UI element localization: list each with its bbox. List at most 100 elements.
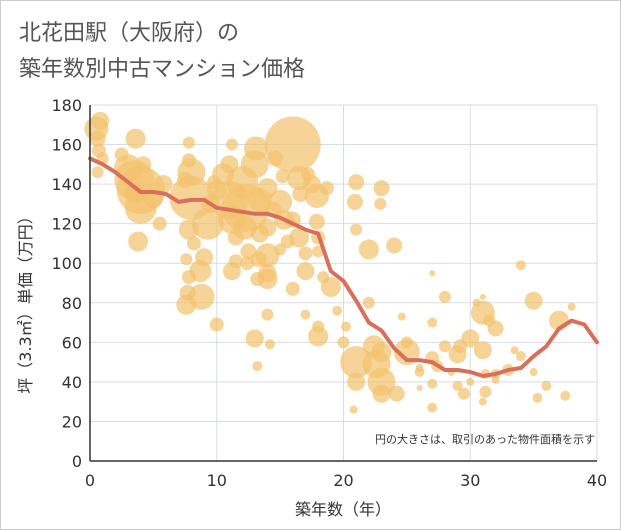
y-tick-label: 20 [62,412,82,431]
bubble-point [258,218,277,237]
bubble-size-note: 円の大きさは、取引のあった物件面積を示す [375,432,595,446]
bubble-point [515,260,526,271]
bubble-point [245,329,264,348]
bubble-point [479,385,492,398]
bubble-point [438,290,451,303]
bubble-point [320,181,335,196]
bubble-point [135,156,152,173]
bubble-point [386,237,403,254]
bubble-point [466,377,475,386]
bubble-point [255,243,280,268]
bubble-point [125,128,146,149]
bubble-point [427,317,438,328]
bubble-point [285,281,300,296]
bubble-point [427,378,438,389]
bubble-point [91,166,104,179]
bubble-point [292,186,309,202]
bubble-point [487,320,504,337]
bubble-point [349,405,358,414]
bubble-point [429,270,436,277]
bubble-point [222,262,241,281]
bubble-point [416,384,423,391]
x-tick-label: 20 [333,471,353,490]
bubble-point [180,253,193,266]
bubble-point [312,320,325,333]
bubble-point [532,392,543,403]
bubble-point [491,375,500,384]
bubble-point [529,368,538,376]
y-tick-label: 160 [51,136,82,155]
bubble-point [308,326,329,347]
bubble-point [300,309,311,320]
bubble-point [257,269,278,290]
bubble-point [515,351,526,362]
bubble-point [320,276,341,297]
bubble-point [195,248,214,267]
bubble-point [191,207,224,240]
bubble-point [274,243,287,256]
bubble-point [473,341,492,360]
bubble-point [560,390,571,401]
bubble-point [337,336,350,349]
bubble-point [567,302,576,311]
bubble-point [209,317,224,332]
bubble-point [188,283,215,310]
x-tick-labels: 0 10 20 30 40 [85,471,607,490]
bubble-point [264,339,275,350]
y-tick-label: 100 [51,254,82,273]
y-tick-label: 40 [62,373,82,392]
bubble-point [415,364,424,373]
bubble-point [261,308,274,321]
bubble-point [332,305,343,316]
x-tick-label: 30 [460,471,480,490]
bubble-point [264,116,321,173]
bubble-point [438,340,451,353]
bubble-point [541,380,552,391]
x-tick-label: 0 [85,471,95,490]
bubble-point [289,227,310,248]
bubble-point [232,215,257,240]
chart-title-line1: 北花田駅（大阪府）の [19,21,240,46]
bubble-point [186,236,201,251]
x-axis-title: 築年数（年） [295,500,391,519]
bubble-point [152,216,167,231]
bubble-point [346,193,363,210]
average-line-layer [88,156,599,378]
bubble-point [373,180,390,197]
bubble-point [374,197,387,210]
bubble-point [427,402,438,413]
y-tick-label: 120 [51,215,82,234]
bubble-point [225,138,238,151]
bubble-point [452,380,463,391]
y-tick-label: 60 [62,333,82,352]
bubble-point [128,231,149,252]
x-tick-label: 40 [587,471,607,490]
x-tick-label: 10 [207,471,227,490]
bubble-point [371,342,392,363]
axes [89,105,597,462]
bubble-point [348,174,365,191]
bubble-point [154,175,173,194]
chart-title-line2: 築年数別中古マンション価格 [19,57,306,82]
bubble-point [298,246,313,261]
y-axis-title: 坪（3.3㎡）単価（万円） [16,208,35,393]
bubble-point [510,346,519,355]
bubble-point [388,385,405,402]
bubble-point [182,136,195,149]
y-tick-label: 180 [51,96,82,115]
bubble-point [244,136,269,161]
bubble-point [268,189,293,214]
bubble-point [89,130,106,147]
bubble-point [275,169,290,184]
bubble-point [358,239,379,260]
bubble-point [91,111,110,130]
average-price-line [88,156,599,378]
bubble-point [341,321,352,332]
bubble-point [296,262,315,281]
bubble-point [524,291,543,310]
bubble-point [252,361,263,372]
bubble-point [362,296,375,309]
y-tick-label: 140 [51,175,82,194]
